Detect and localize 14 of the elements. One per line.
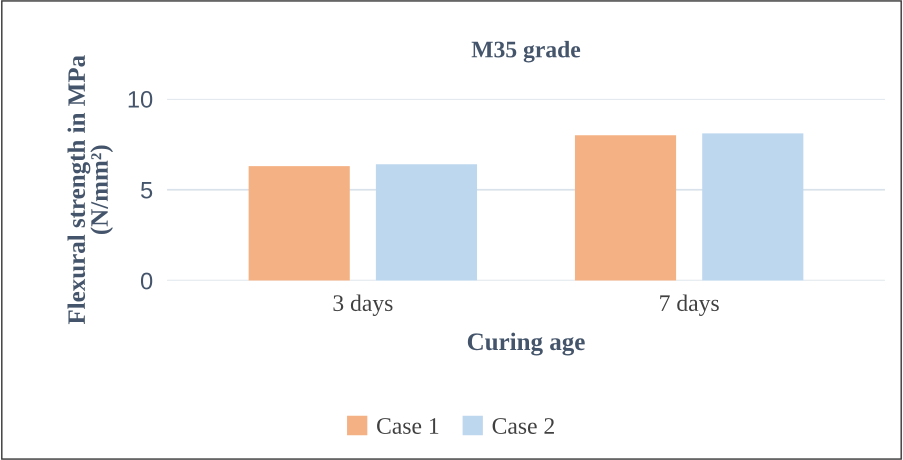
y-tick-label: 10 (128, 90, 152, 108)
y-axis-title: Flexural strength in MPa (N/mm²) (67, 55, 114, 324)
x-tick-label: 7 days (660, 294, 719, 316)
y-tick-label: 0 (140, 272, 152, 290)
chart-title: M35 grade (472, 40, 580, 62)
legend-label: Case 1 (377, 418, 438, 434)
bar (702, 133, 804, 281)
y-tick-label: 5 (140, 182, 152, 199)
bar (376, 164, 478, 281)
bar (574, 135, 676, 281)
x-axis-title: Curing age (468, 332, 585, 356)
legend-label: Case 2 (492, 418, 554, 434)
bar (248, 166, 350, 281)
x-tick-label: 3 days (333, 294, 392, 316)
